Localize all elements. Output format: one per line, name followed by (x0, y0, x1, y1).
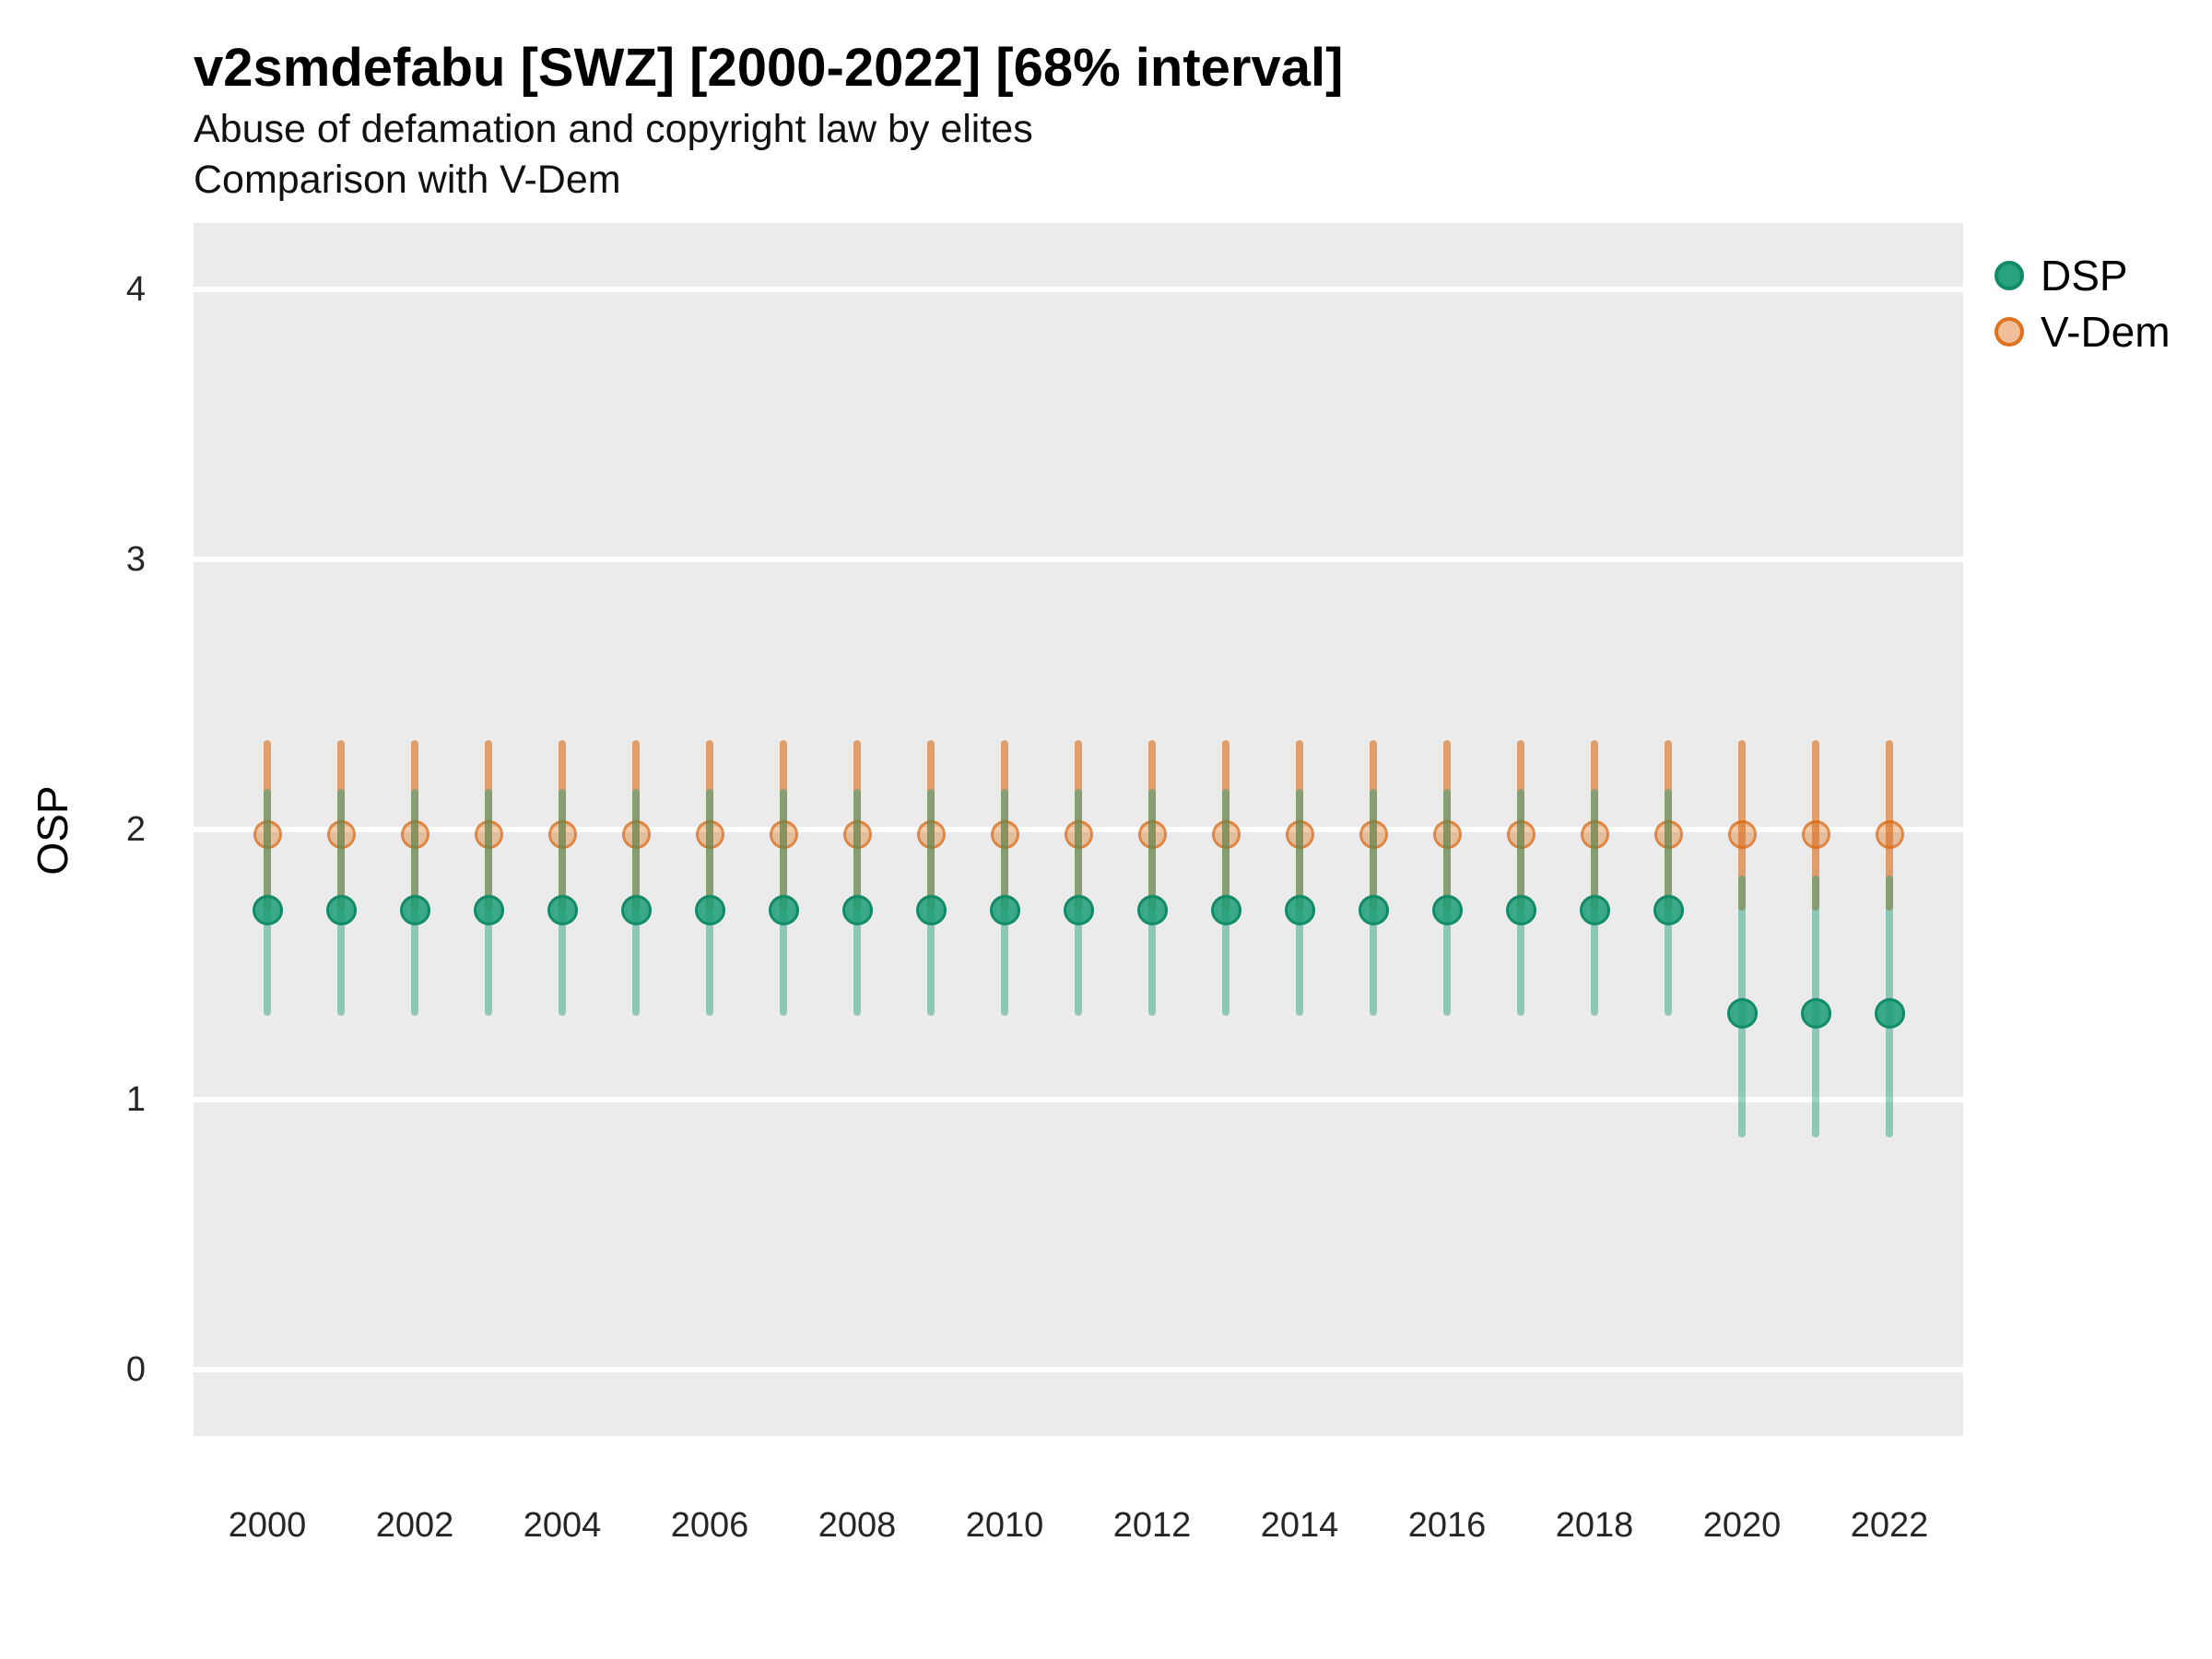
vdem-point-2008 (842, 820, 872, 850)
dsp-point-2001 (325, 895, 357, 926)
y-tick-label-0: 0 (125, 1350, 146, 1389)
dsp-point-2000 (252, 895, 283, 926)
dsp-point-2003 (473, 895, 504, 926)
x-tick-label-2006: 2006 (670, 1506, 749, 1545)
vdem-point-2004 (547, 820, 577, 850)
dsp-point-2014 (1284, 895, 1315, 926)
vdem-point-2016 (1432, 820, 1462, 850)
vdem-point-2006 (695, 820, 724, 850)
vdem-point-2007 (769, 820, 798, 850)
vdem-point-2013 (1211, 820, 1241, 850)
dsp-point-2020 (1726, 997, 1758, 1029)
vdem-point-2000 (253, 820, 282, 850)
x-tick-label-2010: 2010 (965, 1506, 1044, 1545)
legend-label-dsp: DSP (2041, 252, 2128, 300)
dsp-point-2011 (1063, 895, 1094, 926)
vdem-point-2002 (400, 820, 429, 850)
dsp-point-2016 (1431, 895, 1463, 926)
dsp-point-2009 (915, 895, 947, 926)
dsp-point-2021 (1800, 997, 1831, 1029)
y-tick-label-2: 2 (125, 810, 146, 849)
vdem-point-2018 (1580, 820, 1609, 850)
vdem-point-2015 (1359, 820, 1388, 850)
dsp-point-2008 (841, 895, 873, 926)
y-tick-label-3: 3 (125, 540, 146, 579)
x-tick-label-2016: 2016 (1407, 1506, 1487, 1545)
y-tick-label-1: 1 (125, 1080, 146, 1119)
dsp-point-2010 (989, 895, 1020, 926)
gridline-y-1 (194, 1097, 1963, 1102)
vdem-point-2021 (1801, 820, 1830, 850)
vdem-point-2011 (1064, 820, 1093, 850)
x-tick-label-2018: 2018 (1555, 1506, 1634, 1545)
x-tick-label-2012: 2012 (1112, 1506, 1192, 1545)
x-tick-label-2014: 2014 (1260, 1506, 1339, 1545)
vdem-point-2017 (1506, 820, 1535, 850)
dsp-point-2002 (399, 895, 430, 926)
x-tick-label-2008: 2008 (818, 1506, 897, 1545)
dsp-point-2005 (620, 895, 652, 926)
legend-label-vdem: V-Dem (2041, 308, 2171, 356)
x-tick-label-2002: 2002 (375, 1506, 454, 1545)
dsp-point-2013 (1210, 895, 1241, 926)
vdem-point-2019 (1653, 820, 1683, 850)
dsp-point-2007 (768, 895, 799, 926)
gridline-y-0 (194, 1367, 1963, 1372)
dsp-point-2015 (1358, 895, 1389, 926)
dsp-point-2018 (1579, 895, 1610, 926)
vdem-point-2009 (916, 820, 946, 850)
gridline-y-3 (194, 557, 1963, 562)
dsp-legend-point-icon (1994, 261, 2024, 290)
x-tick-label-2004: 2004 (523, 1506, 602, 1545)
dsp-point-2004 (547, 895, 578, 926)
chart-subtitle-line1: Abuse of defamation and copyright law by… (194, 107, 1033, 151)
vdem-point-2020 (1727, 820, 1757, 850)
chart-title: v2smdefabu [SWZ] [2000-2022] [68% interv… (194, 38, 1344, 98)
vdem-point-2003 (474, 820, 503, 850)
vdem-point-2022 (1875, 820, 1904, 850)
vdem-point-2014 (1285, 820, 1314, 850)
dsp-point-2006 (694, 895, 725, 926)
y-tick-label-4: 4 (125, 270, 146, 309)
dsp-point-2019 (1653, 895, 1684, 926)
x-tick-label-2022: 2022 (1850, 1506, 1929, 1545)
x-tick-label-2020: 2020 (1702, 1506, 1782, 1545)
chart-subtitle-line2: Comparison with V-Dem (194, 158, 621, 202)
vdem-point-2001 (326, 820, 356, 850)
dsp-point-2017 (1505, 895, 1536, 926)
vdem-point-2010 (990, 820, 1019, 850)
dsp-point-2012 (1136, 895, 1168, 926)
vdem-legend-point-icon (1994, 317, 2024, 347)
gridline-y-4 (194, 287, 1963, 292)
dsp-point-2022 (1874, 997, 1905, 1029)
vdem-point-2005 (621, 820, 651, 850)
x-tick-label-2000: 2000 (228, 1506, 307, 1545)
vdem-point-2012 (1137, 820, 1167, 850)
